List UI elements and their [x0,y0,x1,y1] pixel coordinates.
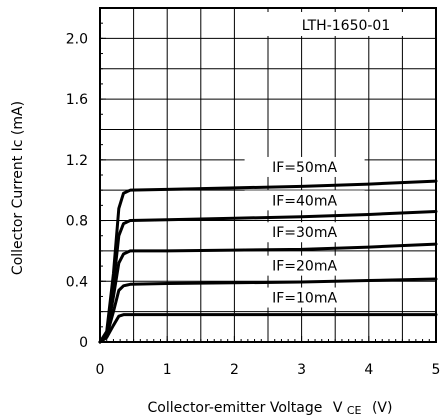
series-lines [98,179,438,344]
x-tick-label: 0 [96,362,105,378]
series-label-background [244,222,365,243]
y-tick-label: 1.2 [66,153,88,169]
y-tick-label: 2.0 [66,31,88,47]
plot-frame [99,7,437,343]
series-label: IF=30mA [272,225,337,241]
x-axis-label-text: Collector-emitter Voltage [148,400,323,416]
series-label: IF=40mA [272,193,337,209]
series-labels: IF=50mA IF=40mA IF=30mA IF=20mA IF=10mA [244,156,365,308]
series-label-background [244,190,365,211]
series-label-background [244,156,365,177]
y-tick-label: 0.4 [66,274,88,290]
series-line-if-20ma [98,277,438,344]
x-axis-unit: (V) [372,400,393,416]
x-tick-label: 4 [364,362,373,378]
series-label: IF=50mA [272,160,337,176]
x-axis-label: Collector-emitter Voltage V CE (V) [148,400,393,418]
series-label: IF=10mA [272,291,337,307]
x-tick-label: 3 [297,362,306,378]
series-line-if-10ma [98,313,438,344]
chart-title: LTH-1650-01 [302,18,391,34]
series-line-if-50ma [98,179,438,344]
x-axis-subscript: CE [347,404,362,417]
y-tick-label: 0 [79,335,88,351]
x-axis-symbol: V [333,400,343,416]
y-tick-label: 1.6 [66,92,88,108]
y-tick-label: 0.8 [66,214,88,230]
x-tick-label: 1 [163,362,172,378]
x-tick-label: 2 [230,362,239,378]
title-box [260,12,434,36]
series-label-background [244,287,365,308]
series-label: IF=20mA [272,259,337,275]
series-label-background [244,255,365,276]
y-axis-label: Collector Current Ic (mA) [10,101,26,275]
x-tick-label: 5 [432,362,441,378]
